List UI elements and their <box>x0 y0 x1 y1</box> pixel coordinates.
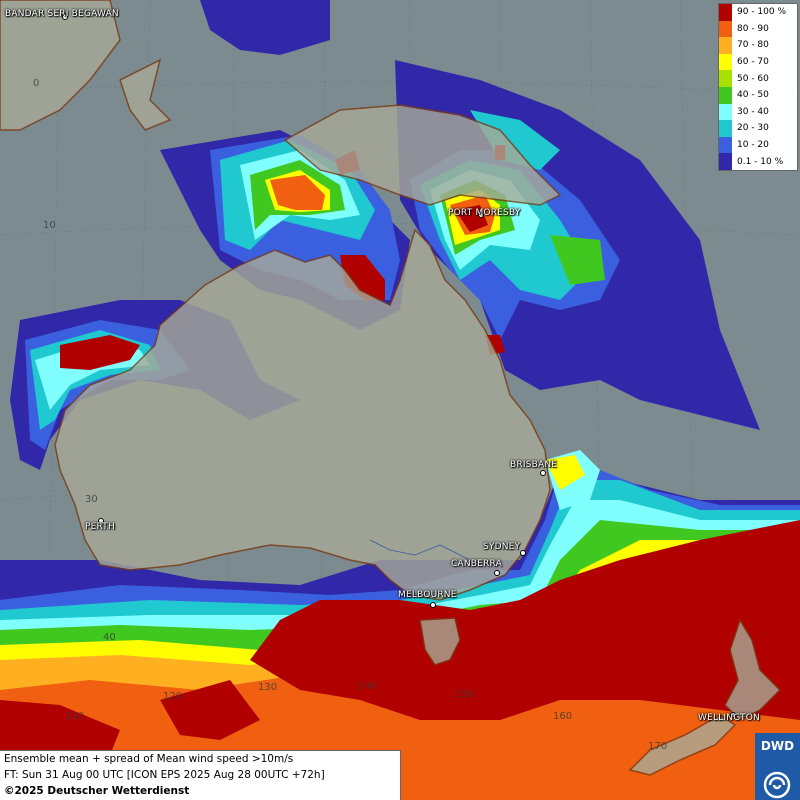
grid-label-lat-30: 30 <box>85 494 98 505</box>
grid-label-lat-10: 10 <box>43 220 56 231</box>
sulawesi-landmass <box>119 58 172 131</box>
legend-swatch <box>719 136 732 154</box>
city-dot-sydney <box>520 550 526 556</box>
dwd-logo-text: DWD <box>760 739 795 753</box>
legend-label: 60 - 70 <box>737 57 769 68</box>
legend-swatch <box>719 86 732 104</box>
city-label-canberra: CANBERRA <box>451 559 502 569</box>
legend-label: 40 - 50 <box>737 90 769 101</box>
city-label-bandar: BANDAR SERI BEGAWAN <box>5 9 119 19</box>
river <box>369 539 471 561</box>
city-label-wellington: WELLINGTON <box>698 713 760 723</box>
grid-label-lon-120: 120 <box>163 691 183 702</box>
legend-row: 40 - 50 <box>719 86 797 104</box>
legend-label: 80 - 90 <box>737 23 769 34</box>
legend-label: 10 - 20 <box>737 140 769 151</box>
legend-label: 50 - 60 <box>737 73 769 84</box>
legend-swatch <box>719 153 732 170</box>
dwd-logo: DWD <box>755 733 800 800</box>
land <box>0 0 782 776</box>
nz-north-landmass <box>724 618 782 721</box>
city-label-perth: PERTH <box>85 522 115 532</box>
city-label-melbourne: MELBOURNE <box>398 590 457 600</box>
grid-label-lat-0: 0 <box>33 78 40 89</box>
city-dot-brisbane <box>540 470 546 476</box>
grid-label-lon-170: 170 <box>648 741 668 752</box>
info-copyright-line: ©2025 Deutscher Wetterdienst <box>4 785 190 797</box>
legend-row: 70 - 80 <box>719 37 797 54</box>
legend-row: 90 - 100 % <box>719 4 797 21</box>
grid-label-lon-150: 150 <box>455 689 475 700</box>
city-label-sydney: SYDNEY <box>483 542 521 552</box>
legend-swatch <box>719 70 732 87</box>
new-guinea-landmass <box>283 104 562 206</box>
legend-label: 30 - 40 <box>737 106 769 117</box>
australia-landmass <box>54 228 551 601</box>
legend-swatch <box>719 20 732 38</box>
city-dot-bandar <box>62 14 68 20</box>
nz-south-landmass <box>628 714 737 776</box>
borneo-landmass <box>0 0 121 131</box>
city-dot-port-moresby <box>478 212 484 218</box>
city-dot-canberra <box>494 570 500 576</box>
legend-swatch <box>719 120 732 137</box>
legend-label: 0.1 - 10 % <box>737 156 784 167</box>
legend-label: 90 - 100 % <box>737 7 787 18</box>
legend-label: 20 - 30 <box>737 123 769 134</box>
swirl-icon <box>763 771 791 799</box>
info-box: Ensemble mean + spread of Mean wind spee… <box>0 750 401 800</box>
legend-swatch <box>719 4 732 21</box>
legend-row: 10 - 20 <box>719 136 797 154</box>
legend-row: 0.1 - 10 % <box>719 153 797 170</box>
city-dot-perth <box>98 518 104 524</box>
legend-row: 60 - 70 <box>719 53 797 71</box>
grid-label-lon-110: 110 <box>65 711 85 722</box>
grid-label-lon-160: 160 <box>553 711 573 722</box>
legend-row: 30 - 40 <box>719 103 797 121</box>
grid-label-lat-40: 40 <box>103 632 116 643</box>
city-dot-wellington <box>730 712 736 718</box>
legend-swatch <box>719 53 732 71</box>
city-label-port-moresby: PORT MORESBY <box>448 208 521 218</box>
grid-label-lon-140: 140 <box>358 681 378 692</box>
grid-label-lon-130: 130 <box>258 682 278 693</box>
tasmania-landmass <box>419 617 461 666</box>
legend-swatch <box>719 37 732 54</box>
legend-row: 50 - 60 <box>719 70 797 87</box>
legend-swatch <box>719 103 732 121</box>
legend-label: 70 - 80 <box>737 40 769 51</box>
city-label-brisbane: BRISBANE <box>510 460 558 470</box>
legend: 90 - 100 % 80 - 90 70 - 80 60 - 70 50 - … <box>718 3 798 171</box>
legend-row: 20 - 30 <box>719 120 797 137</box>
info-forecast-time-line: FT: Sun 31 Aug 00 UTC [ICON EPS 2025 Aug… <box>4 769 325 781</box>
city-dot-melbourne <box>430 602 436 608</box>
legend-row: 80 - 90 <box>719 20 797 38</box>
info-product-line: Ensemble mean + spread of Mean wind spee… <box>4 753 294 765</box>
